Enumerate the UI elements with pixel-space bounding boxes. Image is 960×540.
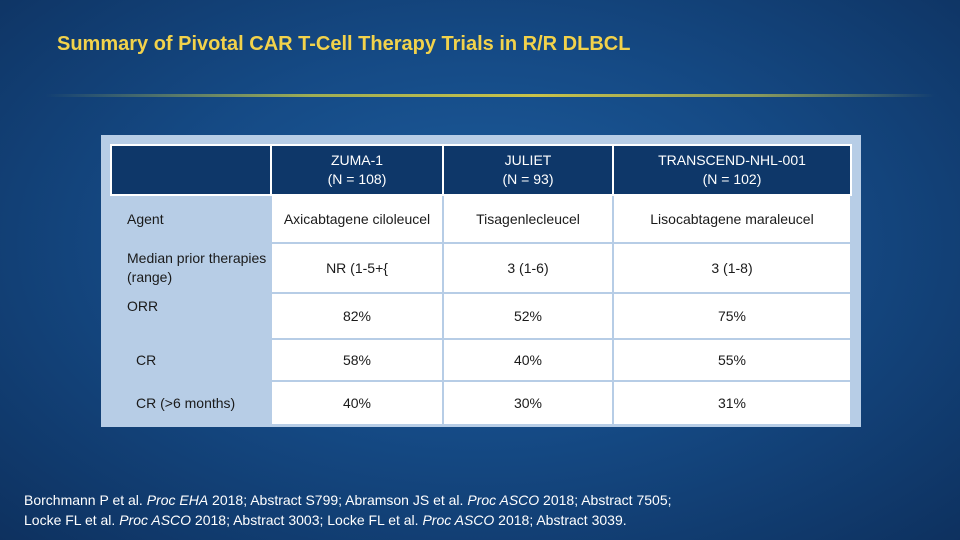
table-cell: 3 (1-8)	[612, 242, 852, 294]
table-cell: 40%	[270, 380, 444, 426]
table-cell: Axicabtagene ciloleucel	[270, 194, 444, 244]
table-cell: 40%	[442, 338, 614, 382]
reference-text: 2018; Abstract 7505;	[539, 492, 672, 508]
table-header-row: ZUMA-1 (N = 108) JULIET (N = 93) TRANSCE…	[110, 144, 852, 196]
row-label: CR	[136, 351, 157, 368]
table-cell: 55%	[612, 338, 852, 382]
reference-line-1: Borchmann P et al. Proc EHA 2018; Abstra…	[24, 490, 944, 510]
title-divider	[45, 94, 935, 97]
header-trial-name: JULIET	[504, 152, 552, 168]
slide-title: Summary of Pivotal CAR T-Cell Therapy Tr…	[57, 33, 631, 55]
journal-name: Proc ASCO	[422, 512, 495, 528]
table-cell: Lisocabtagene maraleucel	[612, 194, 852, 244]
reference-text: 2018; Abstract S799; Abramson JS et al.	[208, 492, 468, 508]
reference-line-2: Locke FL et al. Proc ASCO 2018; Abstract…	[24, 510, 944, 530]
table-cell: NR (1-5+{	[270, 242, 444, 294]
header-trial-n: (N = 108)	[327, 171, 387, 187]
journal-name: Proc EHA	[146, 492, 209, 508]
table-row-orr: ORR 82% 52% 75%	[111, 292, 852, 340]
reference-text: 2018; Abstract 3003; Locke FL et al.	[191, 512, 423, 528]
reference-text: Borchmann P et al.	[24, 492, 147, 508]
references: Borchmann P et al. Proc EHA 2018; Abstra…	[24, 490, 944, 530]
table-cell: 58%	[270, 338, 444, 382]
header-trial-name: ZUMA-1	[330, 152, 384, 168]
table-row-cr: CR 58% 40% 55%	[111, 338, 852, 382]
table-row-agent: Agent Axicabtagene ciloleucel Tisagenlec…	[111, 194, 852, 244]
table-cell: 52%	[442, 292, 614, 340]
journal-name: Proc ASCO	[119, 512, 192, 528]
header-trial-n: (N = 102)	[702, 171, 762, 187]
header-trial-name: TRANSCEND-NHL-001	[658, 152, 806, 168]
table-cell: 30%	[442, 380, 614, 426]
table-cell: 75%	[612, 292, 852, 340]
table-cell: Tisagenlecleucel	[442, 194, 614, 244]
table-row-prior-therapies: Median prior therapies (range) NR (1-5+{…	[111, 242, 852, 294]
table-cell: 3 (1-6)	[442, 242, 614, 294]
row-label: Agent	[127, 211, 164, 227]
table-row-cr-6-months: CR (>6 months) 40% 30% 31%	[111, 380, 852, 426]
journal-name: Proc ASCO	[467, 492, 540, 508]
table-cell: 82%	[270, 292, 444, 340]
table-cell: 31%	[612, 380, 852, 426]
row-label: ORR	[127, 298, 159, 314]
header-transcend: TRANSCEND-NHL-001 (N = 102)	[612, 144, 852, 196]
header-juliet: JULIET (N = 93)	[442, 144, 614, 196]
row-label: Median prior therapies (range)	[127, 250, 267, 285]
row-label: CR (>6 months)	[136, 394, 236, 411]
reference-text: Locke FL et al.	[24, 512, 120, 528]
header-trial-n: (N = 93)	[502, 171, 554, 187]
header-zuma1: ZUMA-1 (N = 108)	[270, 144, 444, 196]
trials-table: ZUMA-1 (N = 108) JULIET (N = 93) TRANSCE…	[110, 144, 852, 426]
reference-text: 2018; Abstract 3039.	[494, 512, 627, 528]
header-empty-cell	[110, 144, 272, 196]
